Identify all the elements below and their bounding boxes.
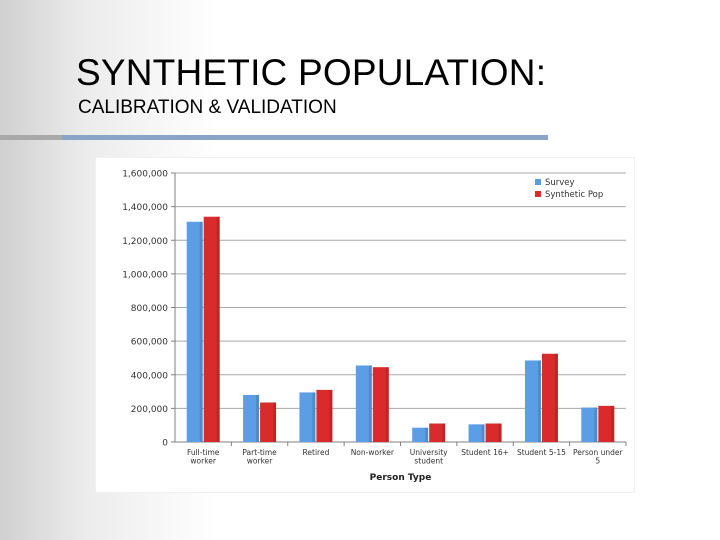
slide-title: SYNTHETIC POPULATION: [76, 52, 547, 93]
bar-survey [243, 394, 260, 442]
bar-shade [199, 221, 203, 442]
bar-shade [594, 407, 598, 442]
gridlines [175, 172, 626, 409]
labels: 0 200,000 400,000 600,000 800,000 1,000,000 1,… [122, 170, 623, 484]
bar-synthetic-pop [541, 353, 558, 442]
y-tick-label: 1,000,000 [122, 270, 168, 280]
title-rule-blue [62, 135, 548, 140]
y-tick-label: 0 [162, 439, 168, 449]
bar-survey [186, 221, 203, 442]
legend-label: Survey [545, 178, 575, 188]
legend-label: Synthetic Pop [545, 190, 603, 200]
y-tick-label: 1,400,000 [122, 203, 168, 213]
x-tick-label: 5 [595, 457, 600, 466]
legend-swatch [535, 179, 541, 185]
bar-shade [537, 360, 541, 442]
bar-survey [581, 407, 598, 442]
bar-shade [256, 394, 260, 442]
bar-synthetic-pop [372, 367, 389, 442]
bar-survey [524, 360, 541, 442]
x-tick-label: student [414, 457, 443, 466]
bars [186, 216, 615, 442]
x-tick-label: Part-time [242, 448, 277, 457]
bar-shade [273, 402, 277, 442]
bar-shade [442, 423, 446, 442]
x-tick-label: worker [247, 457, 273, 466]
y-tick-label: 200,000 [131, 405, 168, 415]
x-tick-label: Student 5-15 [517, 448, 566, 457]
x-tick-label: Full-time [187, 448, 220, 457]
bar-shade [481, 424, 485, 442]
x-tick-label: Person under [573, 448, 623, 457]
legend: Survey Synthetic Pop [535, 178, 603, 200]
chart-panel: 0 200,000 400,000 600,000 800,000 1,000,000 1,… [96, 158, 634, 492]
bar-shade [554, 353, 558, 442]
bar-synthetic-pop [316, 389, 333, 442]
bar-chart: 0 200,000 400,000 600,000 800,000 1,000,000 1,… [122, 170, 627, 484]
bar-synthetic-pop [598, 405, 615, 442]
bar-synthetic-pop [429, 423, 446, 442]
bar-shade [329, 389, 333, 442]
x-tick-label: Retired [303, 448, 330, 457]
y-tick-label: 600,000 [131, 338, 168, 348]
y-tick-label: 800,000 [131, 304, 168, 314]
bar-shade [312, 392, 316, 442]
bar-synthetic-pop [203, 216, 220, 442]
x-tick-label: Student 16+ [461, 448, 509, 457]
bar-survey [412, 427, 429, 442]
bar-shade [498, 423, 502, 442]
x-tick-label: worker [190, 457, 216, 466]
legend-swatch [535, 191, 541, 197]
bar-shade [216, 216, 220, 442]
bar-shade [368, 365, 372, 442]
bar-synthetic-pop [485, 423, 502, 442]
x-tick-label: Non-worker [351, 448, 395, 457]
bar-survey [299, 392, 316, 442]
y-tick-label: 1,200,000 [122, 237, 168, 247]
bar-shade [385, 367, 389, 442]
bar-survey [468, 424, 485, 442]
y-tick-label: 1,600,000 [122, 170, 168, 180]
x-axis-title: Person Type [370, 473, 432, 483]
bar-survey [355, 365, 372, 442]
y-tick-label: 400,000 [131, 371, 168, 381]
slide-subtitle: CALIBRATION & VALIDATION [78, 97, 337, 118]
bar-shade [611, 405, 615, 442]
bar-shade [425, 427, 429, 442]
x-tick-label: University [410, 448, 448, 457]
bar-synthetic-pop [260, 402, 277, 442]
